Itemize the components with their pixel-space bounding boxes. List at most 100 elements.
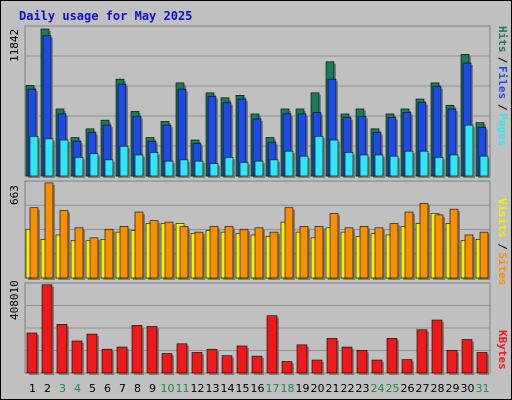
kbytes-bar [281,361,293,374]
day-tick-label: 23 [356,382,370,395]
pages-bar [29,135,39,177]
chart-title: Daily usage for May 2025 [19,9,193,23]
legend-slash: / [496,243,509,250]
pages-bar [434,157,444,177]
sites-bar [119,226,129,279]
sites-bar [149,220,159,279]
legend-files: Files [496,66,509,99]
y-max-label-visits: 663 [8,185,21,205]
kbytes-bar [341,346,353,374]
sites-bar [284,207,294,279]
pages-bar [254,160,264,177]
pages-bar [119,145,129,177]
sites-bar [104,228,114,279]
day-tick-label: 6 [104,382,111,395]
day-tick-label: 9 [149,382,156,395]
pages-bar [74,157,84,177]
day-tick-label: 11 [176,382,190,395]
sites-bar [44,182,54,279]
y-max-label-kbytes: 408010 [8,280,21,320]
day-tick-label: 17 [266,382,280,395]
pages-bar [284,150,294,177]
day-tick-label: 29 [446,382,460,395]
day-tick-label: 2 [44,382,51,395]
legend-pages: Pages [496,113,509,146]
day-tick-label: 16 [251,382,265,395]
day-tick-label: 19 [296,382,310,395]
legend-visits: Visits [496,198,509,238]
kbytes-bar [161,353,173,374]
pages-bar [479,155,489,177]
sites-bar [374,227,384,279]
legend-hits: Hits [496,26,509,53]
pages-bar [179,159,189,177]
legend-slash: / [496,104,509,111]
pages-bar [194,160,204,177]
sites-bar [299,226,309,279]
sites-bar [329,213,339,279]
kbytes-bar [191,352,203,374]
pages-bar [89,153,99,177]
kbytes-bar [146,326,158,374]
sites-bar [434,214,444,279]
kbytes-bar [206,348,218,374]
day-tick-label: 20 [311,382,325,395]
pages-bar [104,159,114,177]
kbytes-bar [131,325,143,374]
day-tick-label: 7 [119,382,126,395]
day-tick-label: 24 [371,382,385,395]
sites-bar [449,208,459,279]
sites-bar [314,226,324,279]
sites-bar [239,228,249,279]
pages-bar [164,160,174,177]
sites-bar [224,226,234,279]
kbytes-bar [431,319,443,374]
pages-bar [299,155,309,177]
day-tick-label: 28 [431,382,445,395]
kbytes-bar [311,359,323,374]
pages-bar [389,155,399,177]
pages-bar [239,162,249,177]
pages-bar [404,150,414,177]
kbytes-bar [86,333,98,374]
pages-bar [134,154,144,177]
kbytes-bar [356,350,368,374]
kbytes-bar [476,352,488,374]
kbytes-bar [221,355,233,374]
sites-bar [359,226,369,279]
kbytes-bar [296,344,308,374]
pages-bar [314,135,324,177]
day-tick-label: 13 [206,382,220,395]
pages-bar [419,150,429,177]
day-tick-label: 26 [401,382,415,395]
sites-bar [419,203,429,279]
kbytes-bar [176,343,188,374]
pages-bar [359,154,369,177]
sites-bar [74,227,84,279]
kbytes-bar [251,355,263,374]
kbytes-bar [326,338,338,374]
kbytes-bar [416,329,428,374]
day-tick-label: 4 [74,382,81,395]
day-tick-label: 25 [386,382,400,395]
pages-bar [59,139,69,177]
day-tick-label: 5 [89,382,96,395]
kbytes-bar [236,345,248,374]
kbytes-bar [56,324,68,374]
day-tick-label: 22 [341,382,355,395]
pages-bar [464,124,474,177]
y-max-label-hits: 11842 [8,29,21,62]
legend-kbytes: KBytes [496,330,509,370]
sites-bar [179,226,189,279]
sites-bar [134,211,144,279]
pages-bar [269,159,279,177]
kbytes-bar [101,348,113,374]
day-tick-label: 1 [29,382,36,395]
pages-bar [209,163,219,177]
kbytes-bar [71,340,83,374]
sites-bar [209,226,219,279]
day-tick-label: 14 [221,382,235,395]
sites-bar [389,223,399,279]
sites-bar [164,221,174,279]
